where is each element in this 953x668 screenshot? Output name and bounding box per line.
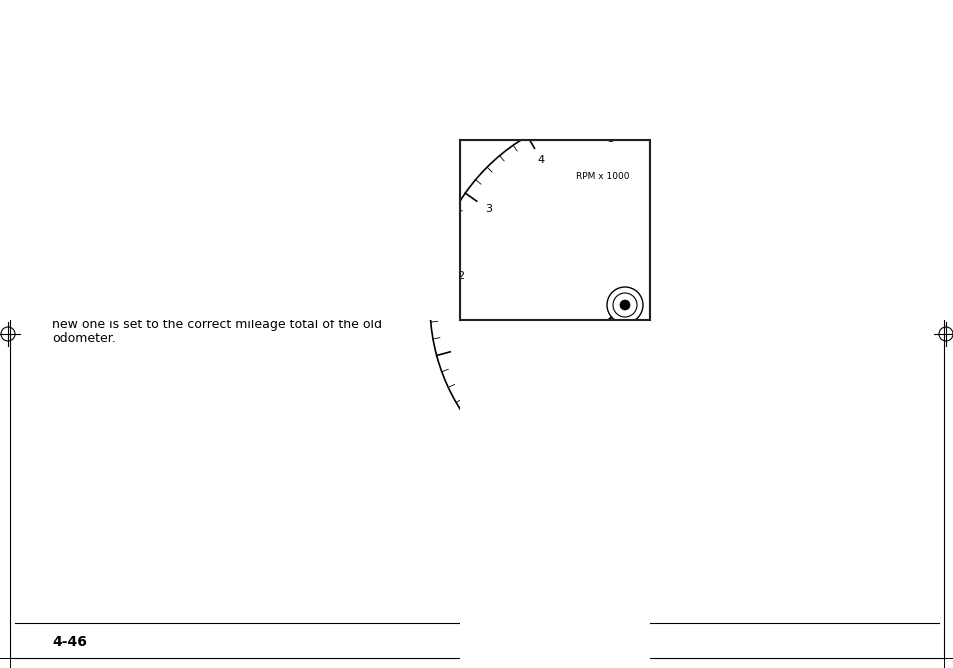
Text: page 4-60: page 4-60 xyxy=(52,190,115,203)
Text: vehicle running. The vehicle’s odometer works together: vehicle running. The vehicle’s odometer … xyxy=(52,226,402,239)
Text: per hour (mph) and kilometers per hour (km/h). See: per hour (mph) and kilometers per hour (… xyxy=(52,162,378,175)
Text: new one is set to the correct mileage total of the old: new one is set to the correct mileage to… xyxy=(52,318,381,331)
Text: 8: 8 xyxy=(778,243,784,253)
Bar xyxy=(459,0,649,140)
Text: Tachometer: Tachometer xyxy=(459,110,588,129)
Bar xyxy=(459,140,649,320)
Text: 4-46: 4-46 xyxy=(52,635,87,649)
Text: the engine speed: the engine speed xyxy=(667,170,777,183)
Text: RPM x 1000: RPM x 1000 xyxy=(576,172,629,181)
Circle shape xyxy=(606,287,642,323)
Text: with the driver information center. Trip A and Trip B can: with the driver information center. Trip… xyxy=(52,240,399,253)
Text: 7: 7 xyxy=(739,182,746,192)
Circle shape xyxy=(613,293,637,317)
Text: The speedometer shows the speed in both miles: The speedometer shows the speed in both … xyxy=(52,148,356,161)
Bar xyxy=(0,0,953,140)
Text: 5: 5 xyxy=(606,134,614,144)
Text: in revolutions per: in revolutions per xyxy=(667,185,777,198)
Text: 2: 2 xyxy=(456,271,463,281)
Text: Cadillac DTS Owner Manual - 2011: Cadillac DTS Owner Manual - 2011 xyxy=(55,22,248,32)
Text: Operation and Displays on page 4-60: Operation and Displays on page 4-60 xyxy=(52,268,285,281)
Text: be set on the odometer. See “Trip Fuel” under: be set on the odometer. See “Trip Fuel” … xyxy=(52,254,343,267)
Text: Black plate (46,1): Black plate (46,1) xyxy=(800,22,898,32)
Circle shape xyxy=(619,300,629,310)
Text: The odometer mileage can be checked without the: The odometer mileage can be checked with… xyxy=(52,212,372,225)
Text: 3: 3 xyxy=(484,204,491,214)
Bar xyxy=(459,320,649,668)
Text: for more: for more xyxy=(285,268,342,281)
Text: DIC: DIC xyxy=(343,254,365,267)
Bar xyxy=(0,140,459,320)
Text: information.: information. xyxy=(52,282,128,295)
Text: odometer.: odometer. xyxy=(52,332,115,345)
Text: If the vehicle ever needs a new odometer installed, the: If the vehicle ever needs a new odometer… xyxy=(52,304,399,317)
Text: 1: 1 xyxy=(459,343,467,353)
Text: 4: 4 xyxy=(537,156,544,166)
Text: 6: 6 xyxy=(678,143,685,153)
Text: “MPH (km)” under: “MPH (km)” under xyxy=(52,176,170,189)
Text: for more information.: for more information. xyxy=(115,190,253,203)
Text: DIC Operation and Displays on: DIC Operation and Displays on xyxy=(170,176,361,189)
Text: This gauge indicates: This gauge indicates xyxy=(667,155,797,168)
Bar xyxy=(649,140,953,320)
Bar xyxy=(459,140,649,320)
Text: minute (rpm).: minute (rpm). xyxy=(667,200,754,213)
Text: Speedometer and Odometer: Speedometer and Odometer xyxy=(52,110,364,129)
